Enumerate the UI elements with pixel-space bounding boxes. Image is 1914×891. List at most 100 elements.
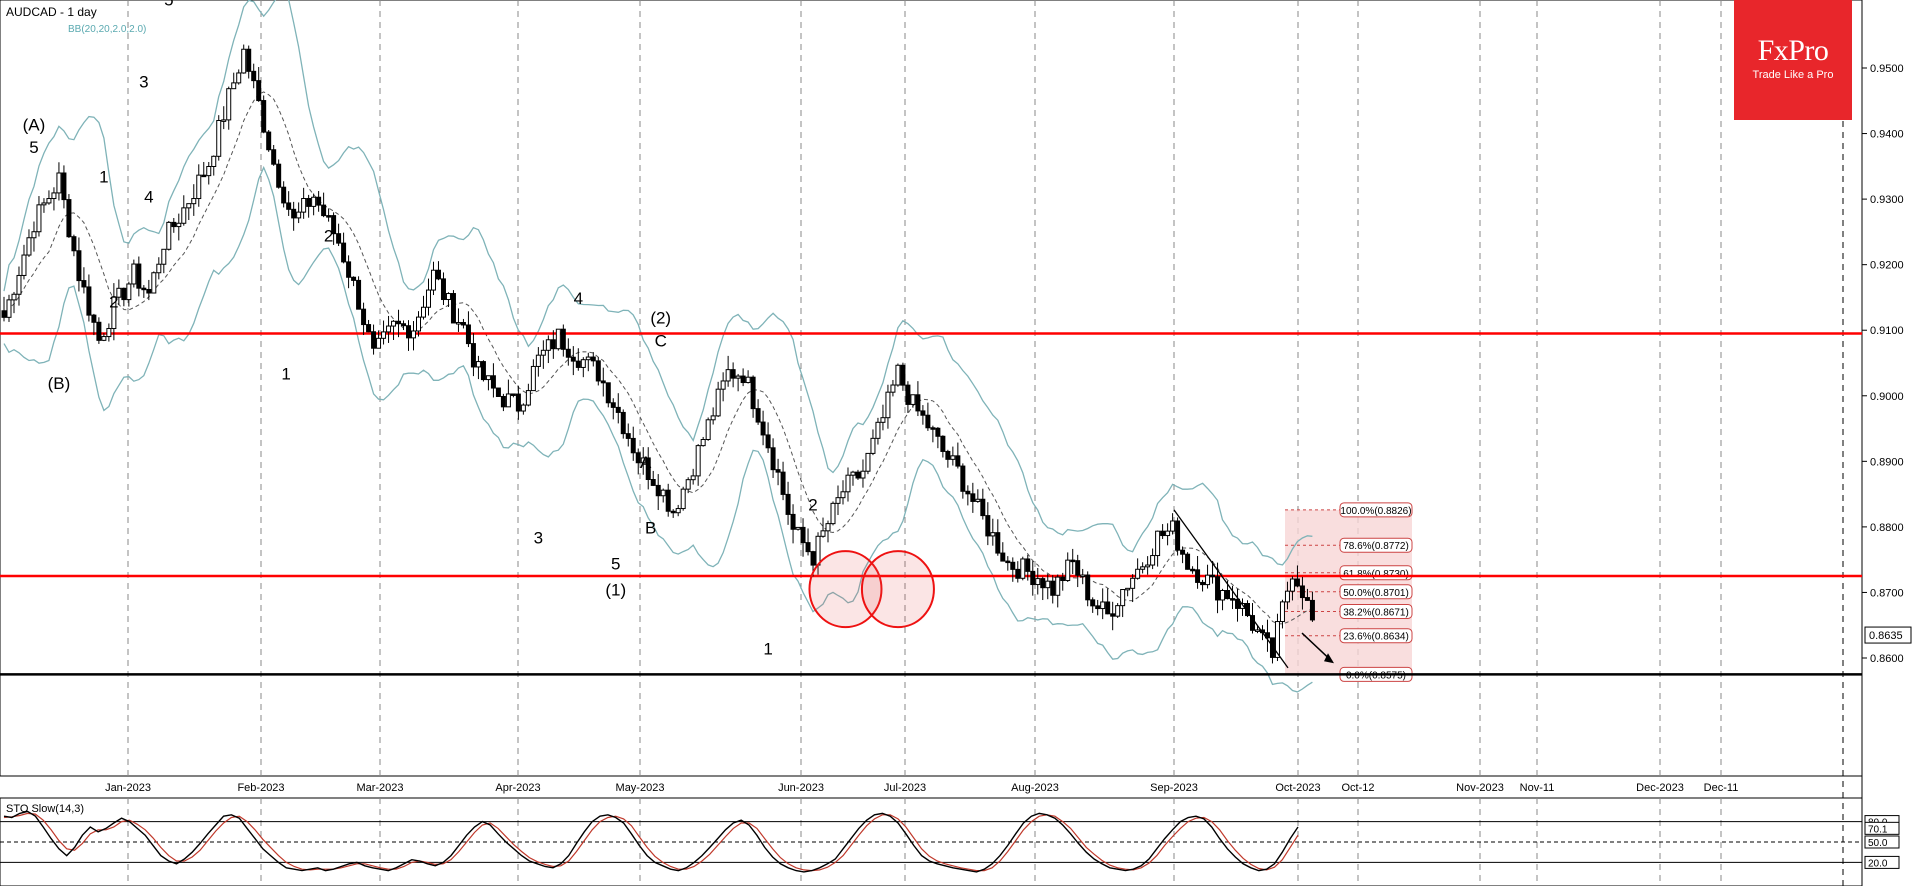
candle (695, 445, 701, 477)
wave-label: 1 (763, 640, 772, 659)
wave-label: 5 (164, 0, 173, 10)
candle (905, 384, 911, 405)
candle (430, 269, 436, 291)
candle (945, 450, 951, 460)
bollinger-middle (3, 91, 1313, 625)
candle (1299, 585, 1305, 599)
candle (870, 437, 876, 454)
candle (505, 393, 511, 408)
candle (775, 469, 781, 473)
candle (1225, 590, 1231, 600)
candle (770, 447, 776, 471)
candle (915, 394, 921, 412)
candle (490, 375, 496, 389)
candle (56, 172, 62, 194)
x-tick-label: Aug-2023 (1011, 782, 1059, 794)
candle (171, 221, 177, 228)
candle (650, 479, 656, 486)
candle (91, 314, 97, 323)
candle (935, 427, 941, 437)
candle (341, 242, 347, 263)
logo-tagline: Trade Like a Pro (1752, 69, 1834, 81)
candle (106, 328, 112, 338)
x-tick-label: Nov-2023 (1456, 782, 1504, 794)
candle (41, 202, 47, 206)
candle (965, 490, 971, 495)
candle (600, 380, 606, 384)
candle (515, 393, 521, 412)
fib-level-label: 38.2%(0.8671) (1343, 607, 1409, 618)
candle (835, 497, 841, 504)
candle (176, 222, 182, 228)
candle (416, 316, 422, 332)
candle (470, 343, 476, 368)
candle (16, 274, 22, 295)
trend-line (1173, 509, 1289, 669)
candle (610, 402, 616, 408)
wave-label: (A) (23, 115, 46, 134)
candle (925, 414, 931, 429)
candle (690, 475, 696, 481)
candle (251, 70, 257, 82)
candle (236, 72, 242, 84)
fxpro-logo[interactable]: FxPro Trade Like a Pro (1734, 0, 1852, 120)
fib-level-label: 0.0%(0.8575) (1346, 670, 1406, 681)
candle (1150, 555, 1156, 566)
candle (291, 208, 297, 219)
forecast-arrowhead (1324, 653, 1334, 664)
candle (1145, 564, 1151, 568)
chart-title: AUDCAD - 1 day (6, 5, 97, 19)
candle (850, 471, 856, 476)
candle (1095, 605, 1101, 610)
candle (675, 508, 681, 514)
candle (1120, 589, 1126, 607)
candle (261, 100, 267, 133)
fib-label-box (1339, 584, 1413, 600)
candle (520, 404, 526, 412)
y-tick-label: 0.9300 (1870, 194, 1904, 206)
candle (500, 395, 506, 408)
wave-label: 4 (574, 289, 583, 308)
candle (1055, 576, 1061, 596)
fib-level-label: 61.8%(0.8730) (1343, 569, 1409, 580)
wave-label: 1 (281, 364, 290, 383)
candle (860, 470, 866, 479)
candle (286, 202, 292, 210)
y-tick-label: 0.9200 (1870, 260, 1904, 272)
indicator-label: BB(20,20,2.0,2.0) (68, 24, 146, 35)
candle (800, 526, 806, 544)
wave-label: 3 (534, 528, 543, 547)
candle (760, 421, 766, 436)
candle (950, 455, 956, 460)
wave-label: 2 (808, 496, 817, 515)
candle (336, 233, 342, 244)
candle (1264, 632, 1270, 639)
candle (485, 375, 491, 381)
candle (740, 375, 746, 384)
current-price-label: 0.8635 (1869, 630, 1903, 642)
candle (840, 491, 846, 499)
candle (1140, 566, 1146, 570)
candle (755, 408, 761, 423)
candle (585, 356, 591, 361)
candle (1000, 552, 1006, 562)
candle (605, 382, 611, 404)
candle (331, 215, 337, 235)
candle (1205, 574, 1211, 586)
candle (990, 532, 996, 537)
candle (206, 165, 212, 177)
wave-label: (1) (605, 581, 626, 600)
wave-label: (B) (48, 374, 71, 393)
candle (11, 293, 17, 301)
candle (660, 489, 666, 497)
candle (1254, 629, 1260, 632)
candle (845, 474, 851, 493)
candle (161, 248, 167, 265)
candle (201, 174, 207, 178)
candle (271, 149, 277, 165)
candle (725, 369, 731, 382)
candle (910, 394, 916, 405)
candle (435, 269, 441, 280)
candle (396, 320, 402, 325)
y-tick-label: 0.8600 (1870, 653, 1904, 665)
